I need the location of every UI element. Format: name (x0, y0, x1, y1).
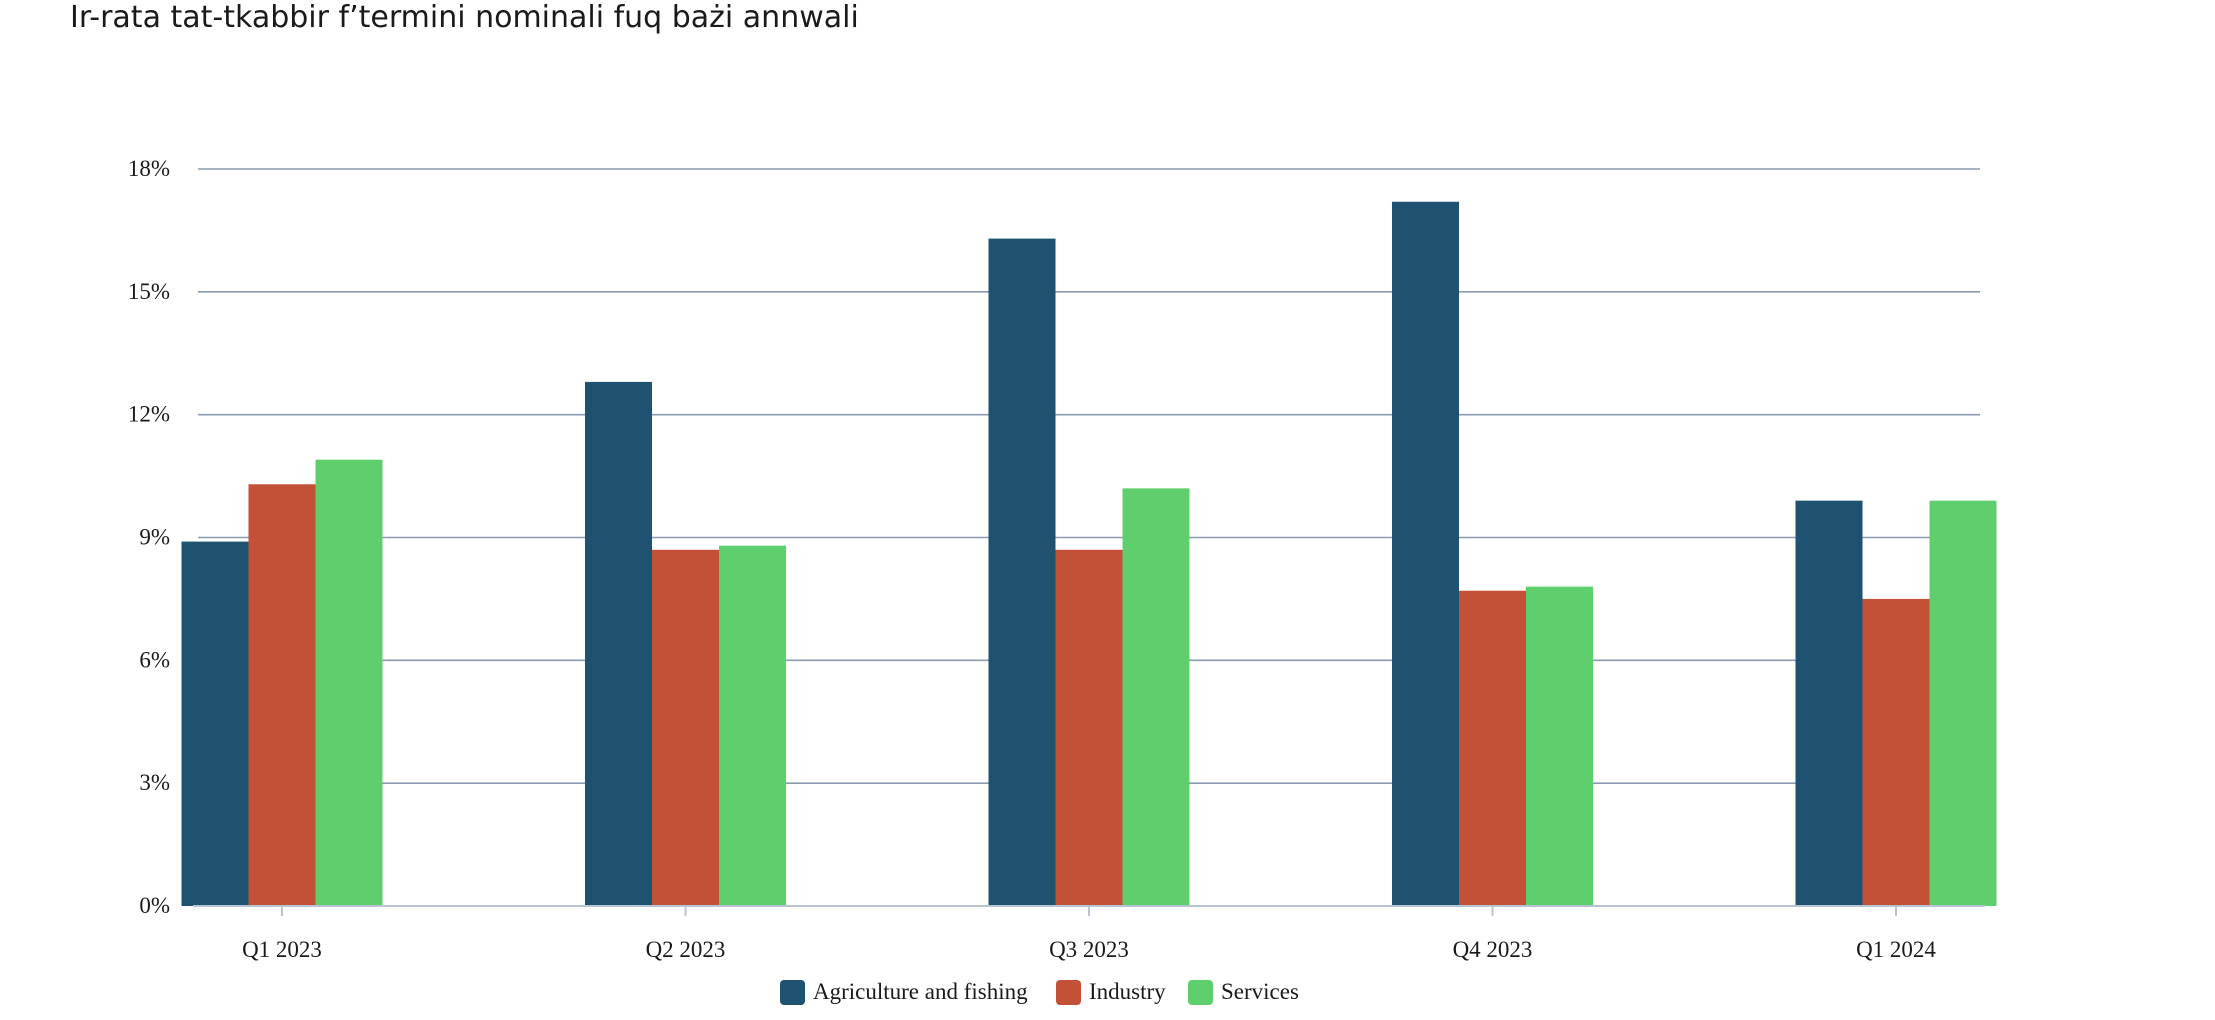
bar-1 (988, 238, 1056, 906)
bar-2 (1459, 590, 1526, 906)
bar-3 (1929, 500, 1997, 906)
y-tick-label: 18% (128, 156, 170, 181)
bar-1 (181, 541, 249, 906)
bar-2 (1055, 549, 1123, 906)
legend-swatch (1056, 980, 1081, 1005)
x-tick-label: Q1 2023 (242, 937, 322, 962)
legend-label: Agriculture and fishing (813, 979, 1028, 1004)
y-tick-label: 6% (139, 647, 170, 672)
bar-3 (315, 459, 383, 906)
bar-1 (1795, 500, 1863, 906)
bar-2 (1862, 598, 1930, 906)
y-tick-label: 15% (128, 279, 170, 304)
chart-title: Ir-rata tat-tkabbir f’termini nominali f… (70, 0, 859, 35)
y-tick-label: 9% (139, 525, 170, 550)
bar-2 (652, 549, 719, 906)
y-tick-label: 3% (139, 770, 170, 795)
bar-3 (1122, 488, 1190, 906)
y-tick-label: 12% (128, 402, 170, 427)
y-tick-label: 0% (139, 893, 170, 918)
bar-1 (585, 381, 652, 906)
x-tick-label: Q1 2024 (1856, 937, 1936, 962)
bar-1 (1392, 201, 1459, 906)
x-tick-label: Q4 2023 (1453, 937, 1533, 962)
x-tick-label: Q2 2023 (646, 937, 726, 962)
legend-label: Services (1221, 979, 1299, 1004)
legend-swatch (1188, 980, 1213, 1005)
bar-3 (1526, 586, 1593, 906)
legend-label: Industry (1089, 979, 1166, 1004)
legend-swatch (780, 980, 805, 1005)
bar-3 (719, 545, 786, 906)
x-tick-label: Q3 2023 (1049, 937, 1129, 962)
bar-2 (248, 484, 316, 906)
